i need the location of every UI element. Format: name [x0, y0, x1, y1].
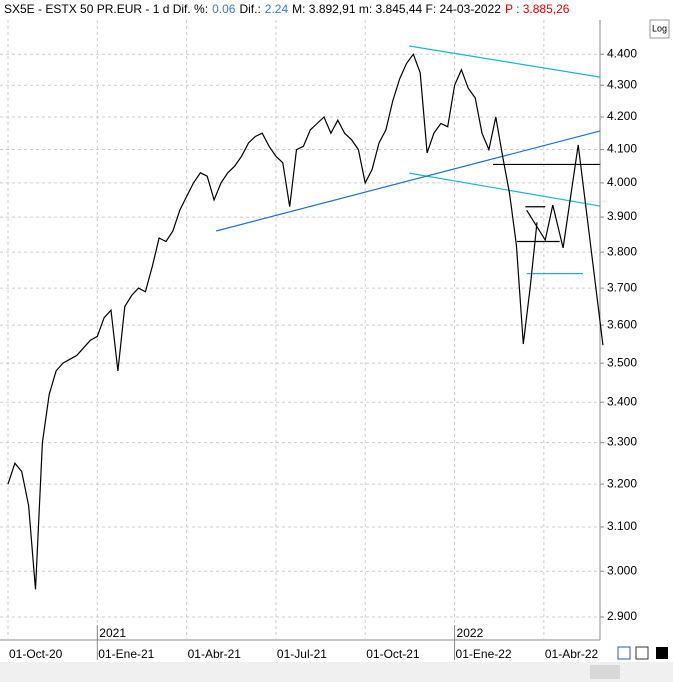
- y-tick-label: 3.000: [607, 563, 637, 577]
- y-tick-label: 3.500: [607, 355, 637, 369]
- header: SX5E - ESTX 50 PR.EUR - 1 d Dif. %: 0.06 D…: [4, 2, 573, 16]
- y-tick-label: 2.900: [607, 609, 637, 623]
- y-tick-label: 3.200: [607, 476, 637, 490]
- scrollbar[interactable]: [0, 662, 673, 682]
- y-tick-label: 4.300: [607, 77, 637, 91]
- y-tick-label: 3.400: [607, 394, 637, 408]
- y-tick-label: 3.900: [607, 209, 637, 223]
- trendline: [409, 172, 601, 207]
- trendline: [216, 130, 601, 232]
- y-tick-label: 4.200: [607, 109, 637, 123]
- y-tick-label: 3.800: [607, 244, 637, 258]
- header-item: Dif.:: [239, 2, 261, 16]
- year-label: 2021: [99, 626, 126, 640]
- header-item: SX5E - ESTX 50 PR.EUR - 1 d Dif. %:: [4, 2, 209, 16]
- log-button[interactable]: [649, 19, 670, 39]
- header-item: P : 3.885,26: [504, 2, 570, 16]
- save-icon[interactable]: [617, 646, 631, 660]
- y-tick-label: 3.100: [607, 519, 637, 533]
- y-tick-label: 3.700: [607, 280, 637, 294]
- x-tick-label: 01-Ene-22: [456, 647, 512, 661]
- x-tick-label: 01-Abr-22: [545, 647, 599, 661]
- x-tick-label: 01-Abr-21: [188, 647, 242, 661]
- trendline: [409, 45, 601, 78]
- year-label: 2022: [457, 626, 484, 640]
- x-tick-label: 01-Ene-21: [98, 647, 154, 661]
- y-tick-label: 4.400: [607, 46, 637, 60]
- x-tick-label: 01-Jul-21: [277, 647, 327, 661]
- scroll-thumb[interactable]: [590, 665, 620, 679]
- pin-icon[interactable]: [635, 646, 649, 660]
- price-line: [7, 52, 538, 590]
- log-label: Log: [652, 23, 667, 33]
- projection: [526, 144, 604, 346]
- header-item: 0.06: [212, 2, 236, 16]
- header-item: 2.24: [264, 2, 289, 16]
- y-tick-label: 3.300: [607, 435, 637, 449]
- header-item: M: 3.892,91 m: 3.845,44 F: 24-03-2022: [292, 2, 501, 16]
- x-tick-label: 01-Oct-21: [366, 647, 420, 661]
- color-icon[interactable]: [656, 647, 668, 659]
- y-tick-label: 4.100: [607, 142, 637, 156]
- y-tick-label: 3.600: [607, 317, 637, 331]
- x-tick-label: 01-Oct-20: [9, 647, 63, 661]
- y-tick-label: 4.000: [607, 175, 637, 189]
